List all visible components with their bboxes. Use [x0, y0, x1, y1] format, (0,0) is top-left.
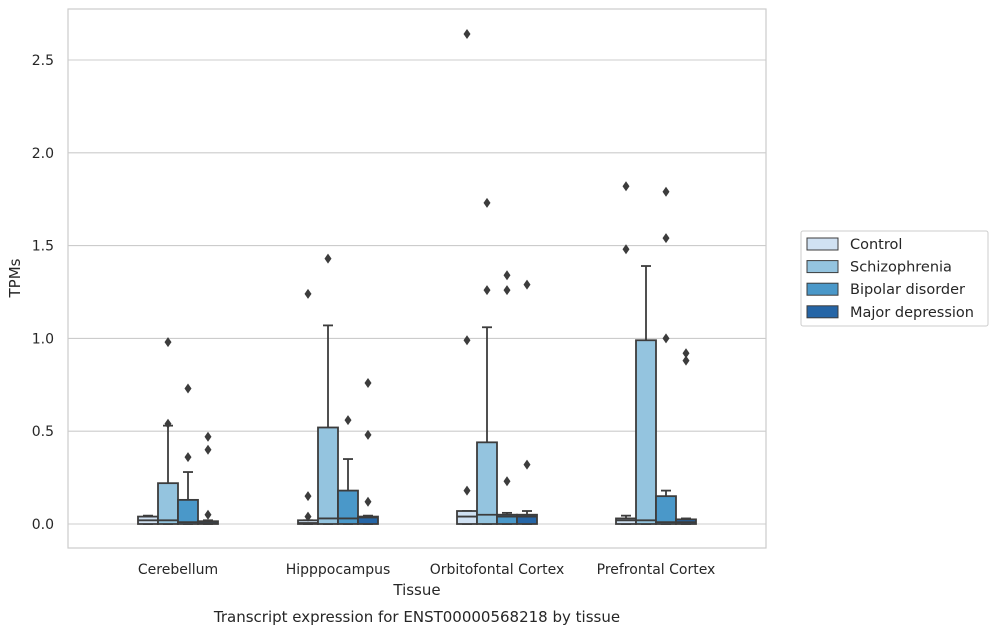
- outlier-marker: [324, 253, 332, 264]
- box-body: [357, 515, 379, 525]
- box-group: [516, 279, 538, 525]
- x-tick-label: Hipppocampus: [286, 562, 391, 578]
- box-body: [516, 513, 538, 525]
- legend-label: Major depression: [850, 305, 974, 321]
- box-group: [317, 253, 339, 525]
- y-tick-label: 2.0: [32, 146, 54, 162]
- legend-label: Control: [850, 237, 902, 253]
- outlier-marker: [662, 233, 670, 244]
- y-axis-tick-labels: 0.0 0.5 1.0 1.5 2.0 2.5: [32, 53, 54, 533]
- outlier-marker: [662, 333, 670, 344]
- y-tick-label: 2.5: [32, 53, 54, 69]
- outlier-marker: [662, 186, 670, 197]
- box-group: [456, 29, 478, 525]
- outlier-marker: [682, 348, 690, 359]
- outlier-marker: [503, 476, 511, 487]
- box-body: [635, 339, 657, 525]
- box-group: [137, 514, 159, 525]
- outlier-marker: [682, 355, 690, 366]
- outlier-marker: [184, 383, 192, 394]
- y-axis-label: TPMs: [6, 258, 24, 298]
- outlier-marker: [463, 335, 471, 346]
- outlier-marker: [364, 429, 372, 440]
- box-group: [357, 377, 379, 525]
- box-series: [137, 29, 697, 525]
- outlier-marker: [184, 452, 192, 463]
- outlier-marker: [463, 29, 471, 40]
- box-body: [177, 498, 199, 525]
- outlier-marker: [344, 415, 352, 426]
- box-body: [456, 510, 478, 525]
- outlier-marker: [164, 418, 172, 429]
- chart-caption: Transcript expression for ENST0000056821…: [213, 608, 620, 626]
- legend-swatch: [806, 237, 839, 251]
- legend-swatch: [806, 305, 839, 319]
- x-tick-label: Prefrontal Cortex: [597, 562, 716, 578]
- y-tick-label: 1.5: [32, 239, 54, 255]
- outlier-marker: [622, 181, 630, 192]
- outlier-marker: [523, 279, 531, 290]
- outlier-marker: [304, 491, 312, 502]
- legend: Control Schizophrenia Bipolar disorder Majo…: [800, 230, 989, 327]
- outlier-marker: [364, 496, 372, 507]
- box-group: [635, 265, 657, 525]
- legend-frame: [800, 230, 989, 327]
- outlier-marker: [304, 511, 312, 522]
- outlier-marker: [364, 377, 372, 388]
- x-tick-label: Orbitofontal Cortex: [430, 562, 565, 578]
- outlier-marker: [503, 285, 511, 296]
- outlier-marker: [204, 431, 212, 442]
- outlier-marker: [304, 288, 312, 299]
- x-tick-label: Cerebellum: [138, 562, 218, 578]
- y-tick-label: 1.0: [32, 331, 54, 347]
- box-body: [655, 495, 677, 525]
- box-group: [297, 288, 319, 525]
- box-group: [615, 181, 637, 525]
- box-body: [476, 441, 498, 525]
- outlier-marker: [483, 285, 491, 296]
- box-body: [157, 482, 179, 525]
- plot-area-frame: [67, 8, 767, 549]
- outlier-marker: [463, 485, 471, 496]
- box-group: [177, 383, 199, 525]
- box-group: [197, 431, 219, 525]
- outlier-marker: [523, 459, 531, 470]
- box-group: [476, 197, 498, 525]
- outlier-marker: [483, 197, 491, 208]
- box-body: [317, 426, 339, 525]
- box-group: [337, 415, 359, 525]
- y-tick-label: 0.0: [32, 517, 54, 533]
- grid-lines: [68, 59, 766, 525]
- box-body: [337, 489, 359, 525]
- box-body: [615, 517, 637, 525]
- outlier-marker: [204, 509, 212, 520]
- x-axis-label: Tissue: [392, 581, 440, 599]
- legend-swatch: [806, 282, 839, 296]
- y-tick-label: 0.5: [32, 424, 54, 440]
- outlier-marker: [204, 444, 212, 455]
- legend-swatch: [806, 260, 839, 274]
- legend-label: Bipolar disorder: [850, 282, 965, 298]
- box-group: [157, 337, 179, 525]
- outlier-marker: [503, 270, 511, 281]
- outlier-marker: [164, 337, 172, 348]
- box-group: [496, 270, 518, 525]
- box-group: [675, 348, 697, 525]
- outlier-marker: [622, 244, 630, 255]
- x-axis-tick-labels: Cerebellum Hipppocampus Orbitofontal Corte…: [138, 562, 715, 578]
- box-group: [655, 186, 677, 525]
- legend-label: Schizophrenia: [850, 260, 952, 276]
